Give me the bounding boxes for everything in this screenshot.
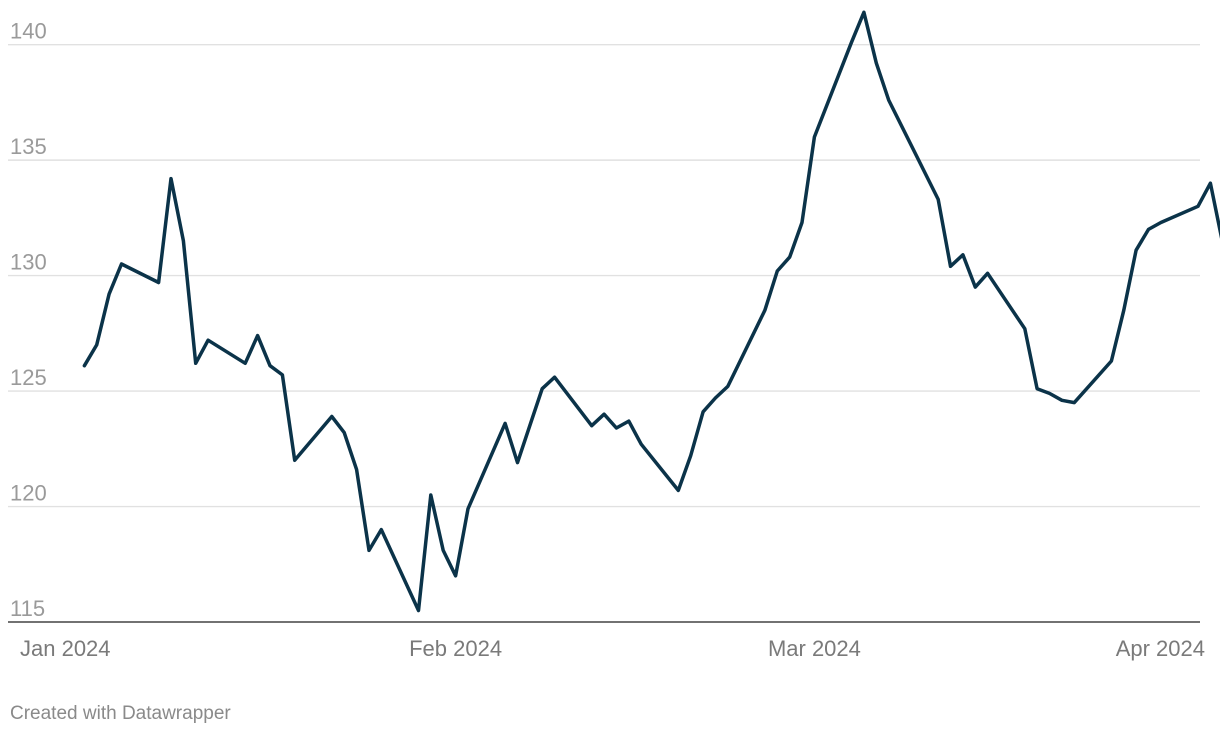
x-tick-label-2024-01-01: Jan 2024 [20,636,111,661]
series-lines [82,10,1220,613]
y-tick-label-130: 130 [10,250,47,275]
y-tick-label-135: 135 [10,134,47,159]
y-tick-label-115: 115 [10,596,45,621]
x-axis-tick-labels: Jan 2024 Feb 2024 Mar 2024 Apr 2024 [20,636,1205,661]
y-tick-label-125: 125 [10,365,47,390]
y-tick-label-140: 140 [10,19,47,44]
gridlines [8,43,1200,623]
y-tick-label-120: 120 [10,481,47,506]
datawrapper-credit[interactable]: Created with Datawrapper [10,703,231,724]
x-tick-label-2024-04-01: Apr 2024 [1116,636,1205,661]
x-tick-label-2024-02-01: Feb 2024 [409,636,502,661]
x-tick-label-2024-03-01: Mar 2024 [768,636,861,661]
y-axis-tick-labels: 115 120 125 130 135 140 [10,19,47,621]
series-line-0 [82,10,1220,613]
